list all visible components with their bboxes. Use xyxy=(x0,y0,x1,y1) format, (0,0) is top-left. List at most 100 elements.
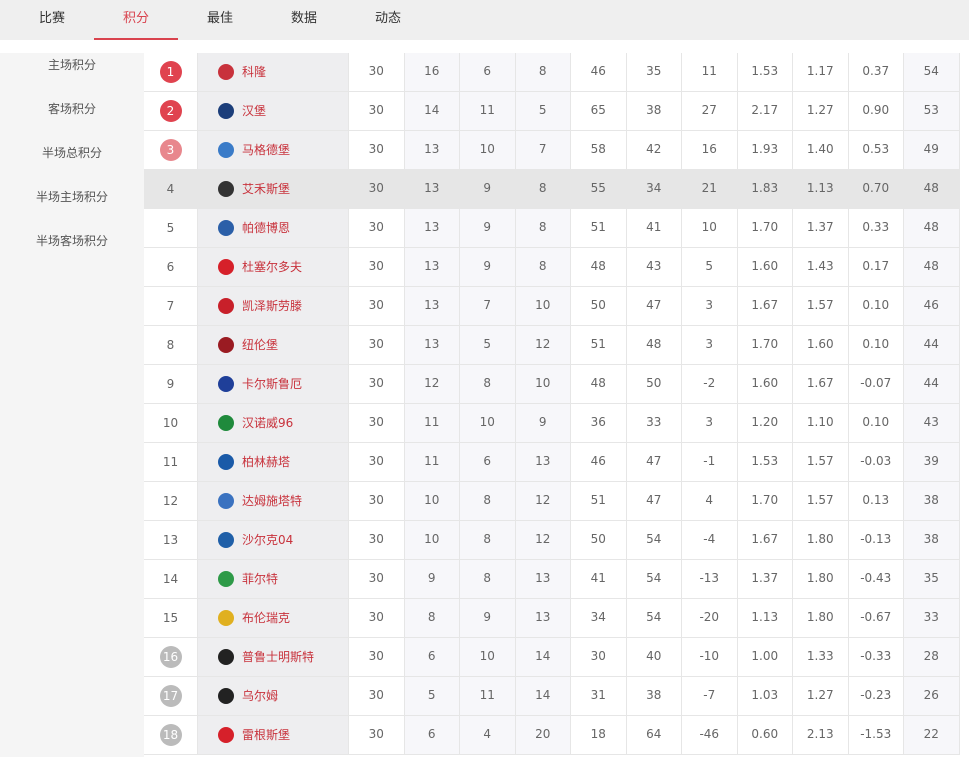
table-row[interactable]: 18 雷根斯堡 30 6 4 20 18 64 -46 0.60 2.13 -1.53 22 xyxy=(144,716,960,755)
table-row[interactable]: 17 乌尔姆 30 5 11 14 31 38 -7 1.03 1.27 -0.23 26 xyxy=(144,677,960,716)
sidebar-item[interactable]: 半场客场积分 xyxy=(35,234,108,248)
team-name-link[interactable]: 凯泽斯劳滕 xyxy=(242,299,303,313)
table-row[interactable]: 12 达姆施塔特 30 10 8 12 51 47 4 1.70 1.57 0.13 38 xyxy=(144,482,960,521)
team-name-link[interactable]: 普鲁士明斯特 xyxy=(242,650,315,664)
table-row[interactable]: 6 杜塞尔多夫 30 13 9 8 48 43 5 1.60 1.43 0.17 48 xyxy=(144,248,960,287)
team-name-link[interactable]: 柏林赫塔 xyxy=(242,455,291,469)
team-cell: 汉堡 xyxy=(198,92,349,130)
team-name-link[interactable]: 布伦瑞克 xyxy=(242,611,291,625)
team-cell: 汉诺威96 xyxy=(198,404,349,442)
stat-cell: 1.37 xyxy=(738,560,793,598)
team-cell: 乌尔姆 xyxy=(198,677,349,715)
stat-cell: 28 xyxy=(904,638,960,676)
stat-cell: 34 xyxy=(571,599,627,637)
rank-number: 11 xyxy=(162,455,179,469)
sidebar-item[interactable]: 半场主场积分 xyxy=(35,190,108,204)
table-row[interactable]: 16 普鲁士明斯特 30 6 10 14 30 40 -10 1.00 1.33 -0.33 28 xyxy=(144,638,960,677)
stat-cell: 0.90 xyxy=(849,92,904,130)
stat-cell: 14 xyxy=(404,92,460,130)
table-row[interactable]: 10 汉诺威96 30 11 10 9 36 33 3 1.20 1.10 0.10 43 xyxy=(144,404,960,443)
stat-cell: -10 xyxy=(682,638,738,676)
team-name-link[interactable]: 雷根斯堡 xyxy=(242,728,291,742)
team-cell: 凯泽斯劳滕 xyxy=(198,287,349,325)
table-row[interactable]: 14 菲尔特 30 9 8 13 41 54 -13 1.37 1.80 -0.43 35 xyxy=(144,560,960,599)
tab-3[interactable]: 数据 xyxy=(290,11,317,26)
team-logo-icon xyxy=(218,142,234,158)
table-row[interactable]: 3 马格德堡 30 13 10 7 58 42 16 1.93 1.40 0.53 49 xyxy=(144,131,960,170)
stat-cell: 6 xyxy=(460,443,516,481)
stat-cell: 33 xyxy=(627,404,682,442)
team-cell: 布伦瑞克 xyxy=(198,599,349,637)
stat-cell: 13 xyxy=(404,248,460,286)
stat-cell: 7 xyxy=(460,287,516,325)
table-row[interactable]: 5 帕德博恩 30 13 9 8 51 41 10 1.70 1.37 0.33 48 xyxy=(144,209,960,248)
stat-cell: 0.10 xyxy=(849,326,904,364)
stat-cell: 48 xyxy=(904,170,960,208)
stat-cell: 8 xyxy=(404,599,460,637)
stat-cell: -20 xyxy=(682,599,738,637)
stat-cell: 1.60 xyxy=(793,326,849,364)
stat-cell: 13 xyxy=(404,170,460,208)
team-name-link[interactable]: 汉诺威96 xyxy=(242,416,294,430)
stat-cell: 54 xyxy=(627,560,682,598)
stat-cell: 9 xyxy=(404,560,460,598)
rank-cell: 1 xyxy=(144,53,198,91)
rank-number: 4 xyxy=(166,182,175,196)
stat-cell: 64 xyxy=(627,716,682,754)
team-name-link[interactable]: 乌尔姆 xyxy=(242,689,279,703)
table-row[interactable]: 8 纽伦堡 30 13 5 12 51 48 3 1.70 1.60 0.10 44 xyxy=(144,326,960,365)
team-name-link[interactable]: 卡尔斯鲁厄 xyxy=(242,377,303,391)
stat-cell: -1.53 xyxy=(849,716,904,754)
sidebar-item[interactable]: 半场总积分 xyxy=(41,146,102,160)
team-name-link[interactable]: 纽伦堡 xyxy=(242,338,279,352)
stat-cell: 55 xyxy=(571,170,627,208)
table-row[interactable]: 4 艾禾斯堡 30 13 9 8 55 34 21 1.83 1.13 0.70 48 xyxy=(144,170,960,209)
sidebar-item[interactable]: 主场积分 xyxy=(47,58,96,72)
rank-cell: 12 xyxy=(144,482,198,520)
stat-cell: 1.03 xyxy=(738,677,793,715)
table-row[interactable]: 11 柏林赫塔 30 11 6 13 46 47 -1 1.53 1.57 -0.03 39 xyxy=(144,443,960,482)
stat-cell: 38 xyxy=(627,92,682,130)
stat-cell: 30 xyxy=(349,677,405,715)
table-row[interactable]: 15 布伦瑞克 30 8 9 13 34 54 -20 1.13 1.80 -0.67 33 xyxy=(144,599,960,638)
rank-cell: 9 xyxy=(144,365,198,403)
team-logo-icon xyxy=(218,649,234,665)
team-name-link[interactable]: 帕德博恩 xyxy=(242,221,291,235)
stat-cell: 8 xyxy=(515,209,571,247)
table-row[interactable]: 9 卡尔斯鲁厄 30 12 8 10 48 50 -2 1.60 1.67 -0.07 44 xyxy=(144,365,960,404)
stat-cell: 46 xyxy=(571,443,627,481)
team-name-link[interactable]: 艾禾斯堡 xyxy=(242,182,291,196)
team-name-link[interactable]: 杜塞尔多夫 xyxy=(242,260,303,274)
rank-badge: 18 xyxy=(159,724,182,746)
stat-cell: 30 xyxy=(349,326,405,364)
rank-badge: 1 xyxy=(159,61,182,83)
sidebar-item[interactable]: 客场积分 xyxy=(47,102,96,116)
team-name-link[interactable]: 达姆施塔特 xyxy=(242,494,303,508)
stat-cell: 51 xyxy=(571,482,627,520)
stat-cell: 1.13 xyxy=(793,170,849,208)
tab-2[interactable]: 最佳 xyxy=(206,11,233,26)
stat-cell: -0.33 xyxy=(849,638,904,676)
team-name-link[interactable]: 沙尔克04 xyxy=(242,533,294,547)
team-name-link[interactable]: 汉堡 xyxy=(242,104,267,118)
team-name-link[interactable]: 马格德堡 xyxy=(242,143,291,157)
rank-cell: 5 xyxy=(144,209,198,247)
tab-4[interactable]: 动态 xyxy=(374,11,401,26)
table-row[interactable]: 1 科隆 30 16 6 8 46 35 11 1.53 1.17 0.37 54 xyxy=(144,53,960,92)
stat-cell: 1.53 xyxy=(738,53,793,91)
stat-cell: 38 xyxy=(904,482,960,520)
tab-1[interactable]: 积分 xyxy=(94,0,178,40)
stat-cell: 30 xyxy=(349,365,405,403)
team-name-link[interactable]: 科隆 xyxy=(242,65,267,79)
rank-cell: 14 xyxy=(144,560,198,598)
team-logo-icon xyxy=(218,610,234,626)
table-row[interactable]: 7 凯泽斯劳滕 30 13 7 10 50 47 3 1.67 1.57 0.10 46 xyxy=(144,287,960,326)
stat-cell: 54 xyxy=(627,599,682,637)
tab-0[interactable]: 比赛 xyxy=(38,11,65,26)
stat-cell: 5 xyxy=(460,326,516,364)
stat-cell: 12 xyxy=(515,521,571,559)
table-row[interactable]: 2 汉堡 30 14 11 5 65 38 27 2.17 1.27 0.90 53 xyxy=(144,92,960,131)
stat-cell: 30 xyxy=(349,287,405,325)
table-row[interactable]: 13 沙尔克04 30 10 8 12 50 54 -4 1.67 1.80 -0.13 38 xyxy=(144,521,960,560)
team-name-link[interactable]: 菲尔特 xyxy=(242,572,279,586)
